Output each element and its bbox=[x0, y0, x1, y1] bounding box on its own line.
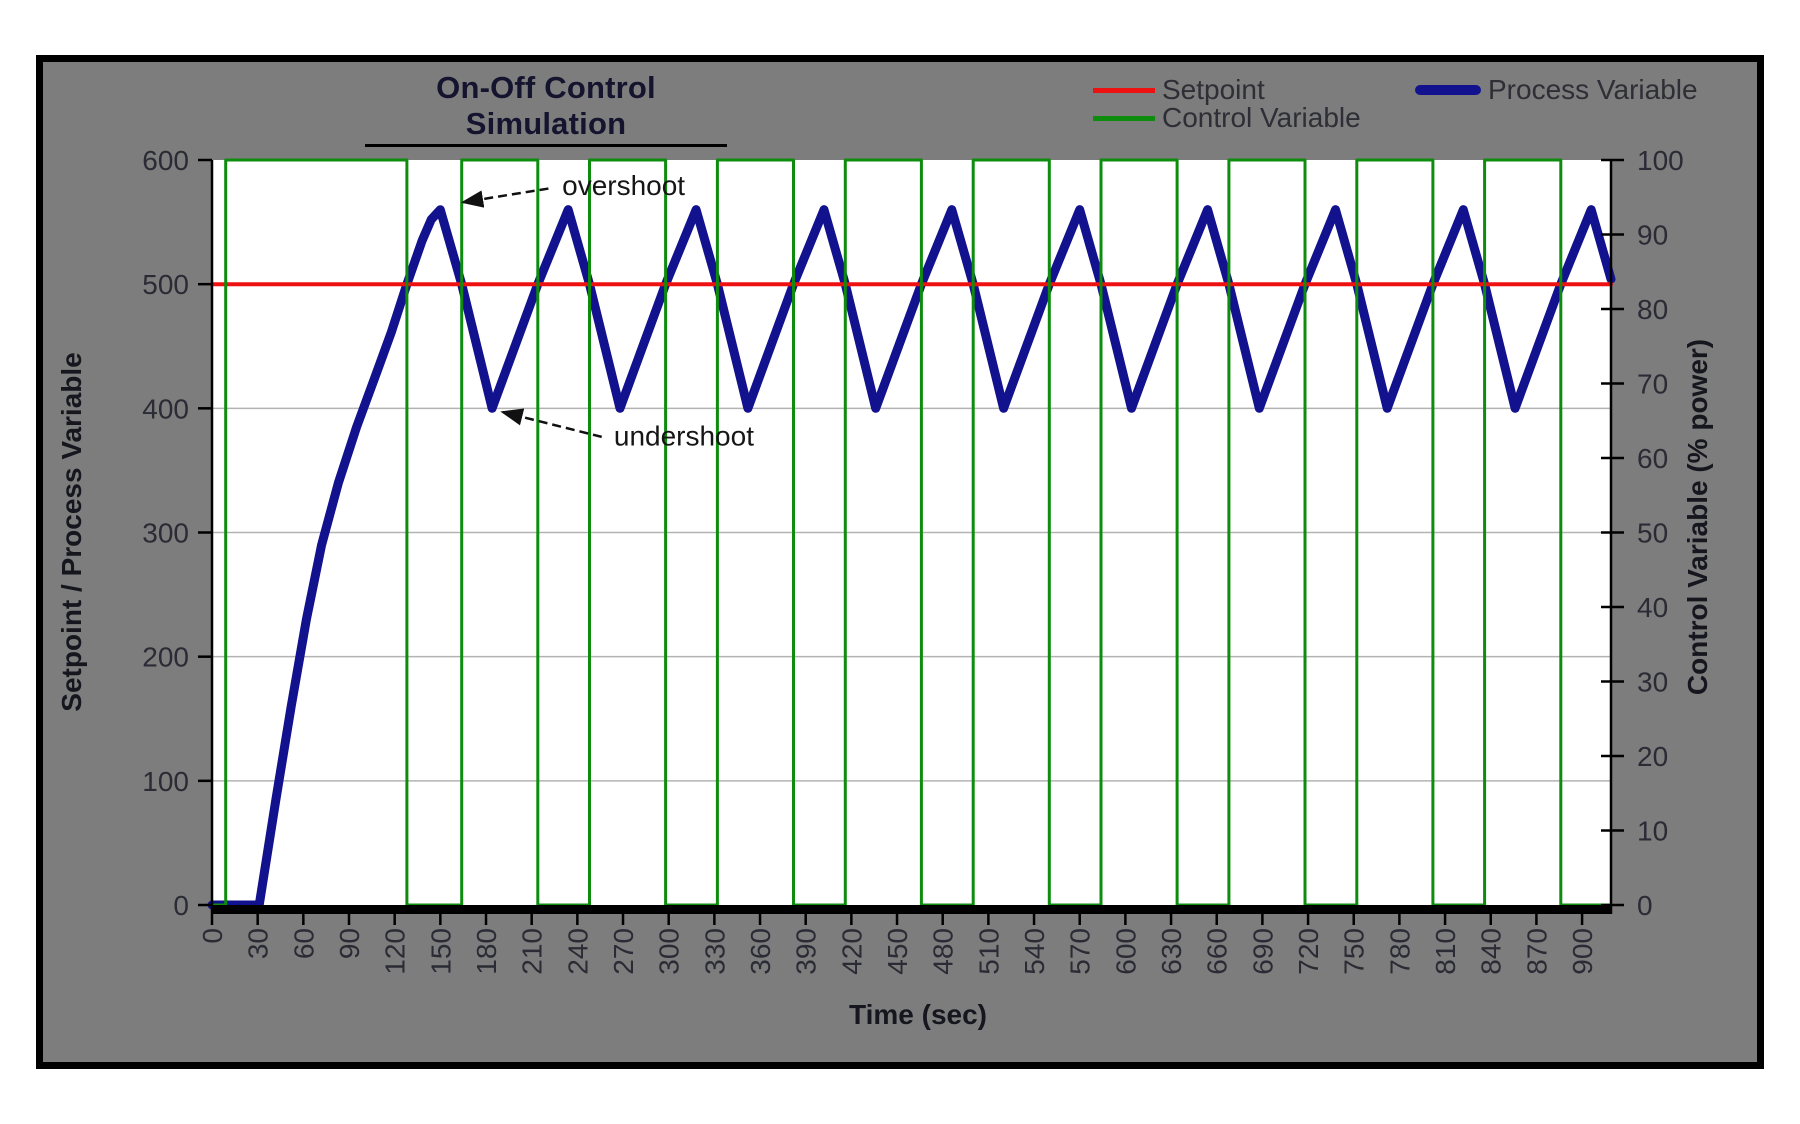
x-tick-label: 660 bbox=[1202, 928, 1233, 975]
x-tick-label: 450 bbox=[882, 928, 913, 975]
x-tick-label: 810 bbox=[1430, 928, 1461, 975]
x-tick-label: 120 bbox=[380, 928, 411, 975]
x-tick-label: 630 bbox=[1156, 928, 1187, 975]
x-tick-label: 570 bbox=[1065, 928, 1096, 975]
x-tick-label: 870 bbox=[1521, 928, 1552, 975]
left-tick-label: 0 bbox=[173, 890, 189, 921]
right-axis-title: Control Variable (% power) bbox=[1682, 339, 1713, 695]
left-tick-label: 500 bbox=[142, 269, 189, 300]
x-tick-label: 240 bbox=[562, 928, 593, 975]
x-tick-label: 510 bbox=[973, 928, 1004, 975]
chart-panel: 0 100 200 300 400 500 600 0 10 20 30 40 50 60 70 80 90 10… bbox=[36, 55, 1764, 1069]
left-tick-label: 200 bbox=[142, 642, 189, 673]
left-tick-label: 300 bbox=[142, 518, 189, 549]
x-tick-label: 600 bbox=[1110, 928, 1141, 975]
x-tick-label: 180 bbox=[471, 928, 502, 975]
right-tick-label: 90 bbox=[1637, 220, 1668, 251]
chart-title-wrap: On-Off Control Simulation bbox=[365, 70, 727, 147]
right-tick-label: 0 bbox=[1637, 890, 1653, 921]
process-variable-line-icon bbox=[1415, 85, 1481, 95]
x-tick-label: 480 bbox=[928, 928, 959, 975]
x-tick-label: 720 bbox=[1293, 928, 1324, 975]
undershoot-arrow bbox=[500, 408, 603, 439]
x-tick-label: 150 bbox=[425, 928, 456, 975]
chart-title: On-Off Control Simulation bbox=[365, 70, 727, 147]
x-axis-line bbox=[211, 905, 1612, 914]
legend-item-control-variable: Control Variable bbox=[1093, 102, 1361, 133]
x-tick-label: 360 bbox=[745, 928, 776, 975]
left-tick-label: 600 bbox=[142, 145, 189, 176]
x-tick-label: 30 bbox=[243, 928, 274, 959]
right-tick-label: 60 bbox=[1637, 443, 1668, 474]
legend-label-process-variable: Process Variable bbox=[1488, 74, 1698, 105]
x-tick-label: 270 bbox=[608, 928, 639, 975]
x-tick-label: 210 bbox=[517, 928, 548, 975]
x-tick-label: 540 bbox=[1019, 928, 1050, 975]
left-tick-label: 100 bbox=[142, 766, 189, 797]
x-tick-label: 750 bbox=[1339, 928, 1370, 975]
legend-item-setpoint: Setpoint bbox=[1093, 74, 1265, 105]
x-tick-label: 300 bbox=[654, 928, 685, 975]
right-tick-label: 50 bbox=[1637, 518, 1668, 549]
control-variable-line-icon bbox=[1093, 115, 1155, 121]
x-tick-label: 840 bbox=[1476, 928, 1507, 975]
x-tick-label: 390 bbox=[791, 928, 822, 975]
overshoot-arrow bbox=[460, 187, 549, 208]
x-axis-title: Time (sec) bbox=[849, 999, 987, 1030]
chart-svg: 0100200300400500600010203040506070809010… bbox=[56, 145, 1713, 1030]
left-axis-title: Setpoint / Process Variable bbox=[56, 352, 87, 711]
right-tick-label: 70 bbox=[1637, 369, 1668, 400]
x-tick-label: 90 bbox=[334, 928, 365, 959]
legend-label-setpoint: Setpoint bbox=[1162, 74, 1265, 105]
x-tick-label: 330 bbox=[699, 928, 730, 975]
x-tick-label: 780 bbox=[1384, 928, 1415, 975]
x-tick-label: 690 bbox=[1247, 928, 1278, 975]
right-tick-label: 100 bbox=[1637, 145, 1684, 176]
setpoint-line-icon bbox=[1093, 87, 1155, 93]
overshoot-label: overshoot bbox=[562, 170, 685, 201]
series-process-variable bbox=[207, 205, 1616, 910]
right-tick-label: 40 bbox=[1637, 592, 1668, 623]
x-tick-label: 0 bbox=[197, 928, 228, 944]
right-tick-label: 10 bbox=[1637, 816, 1668, 847]
right-tick-label: 80 bbox=[1637, 294, 1668, 325]
x-tick-label: 900 bbox=[1567, 928, 1598, 975]
legend-label-control-variable: Control Variable bbox=[1162, 102, 1361, 133]
left-tick-label: 400 bbox=[142, 393, 189, 424]
undershoot-label: undershoot bbox=[614, 421, 754, 452]
x-tick-label: 420 bbox=[836, 928, 867, 975]
legend-item-process-variable: Process Variable bbox=[1415, 74, 1698, 105]
right-tick-label: 30 bbox=[1637, 667, 1668, 698]
x-tick-label: 60 bbox=[288, 928, 319, 959]
right-tick-label: 20 bbox=[1637, 741, 1668, 772]
